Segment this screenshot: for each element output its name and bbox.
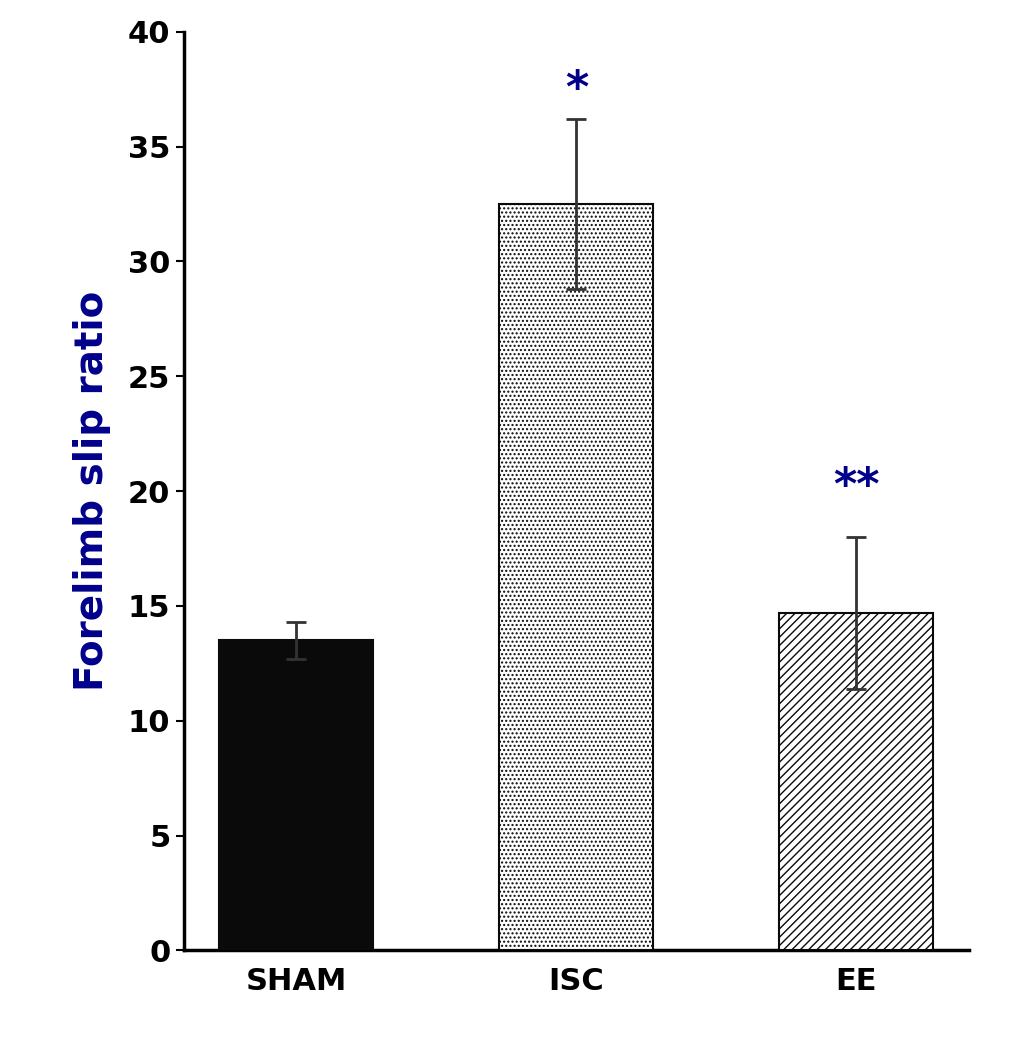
Bar — [779, 612, 932, 950]
Bar — [499, 204, 652, 950]
Y-axis label: Forelimb slip ratio: Forelimb slip ratio — [73, 290, 111, 692]
Text: **: ** — [833, 465, 878, 508]
Bar — [219, 640, 373, 950]
Text: *: * — [565, 68, 587, 111]
